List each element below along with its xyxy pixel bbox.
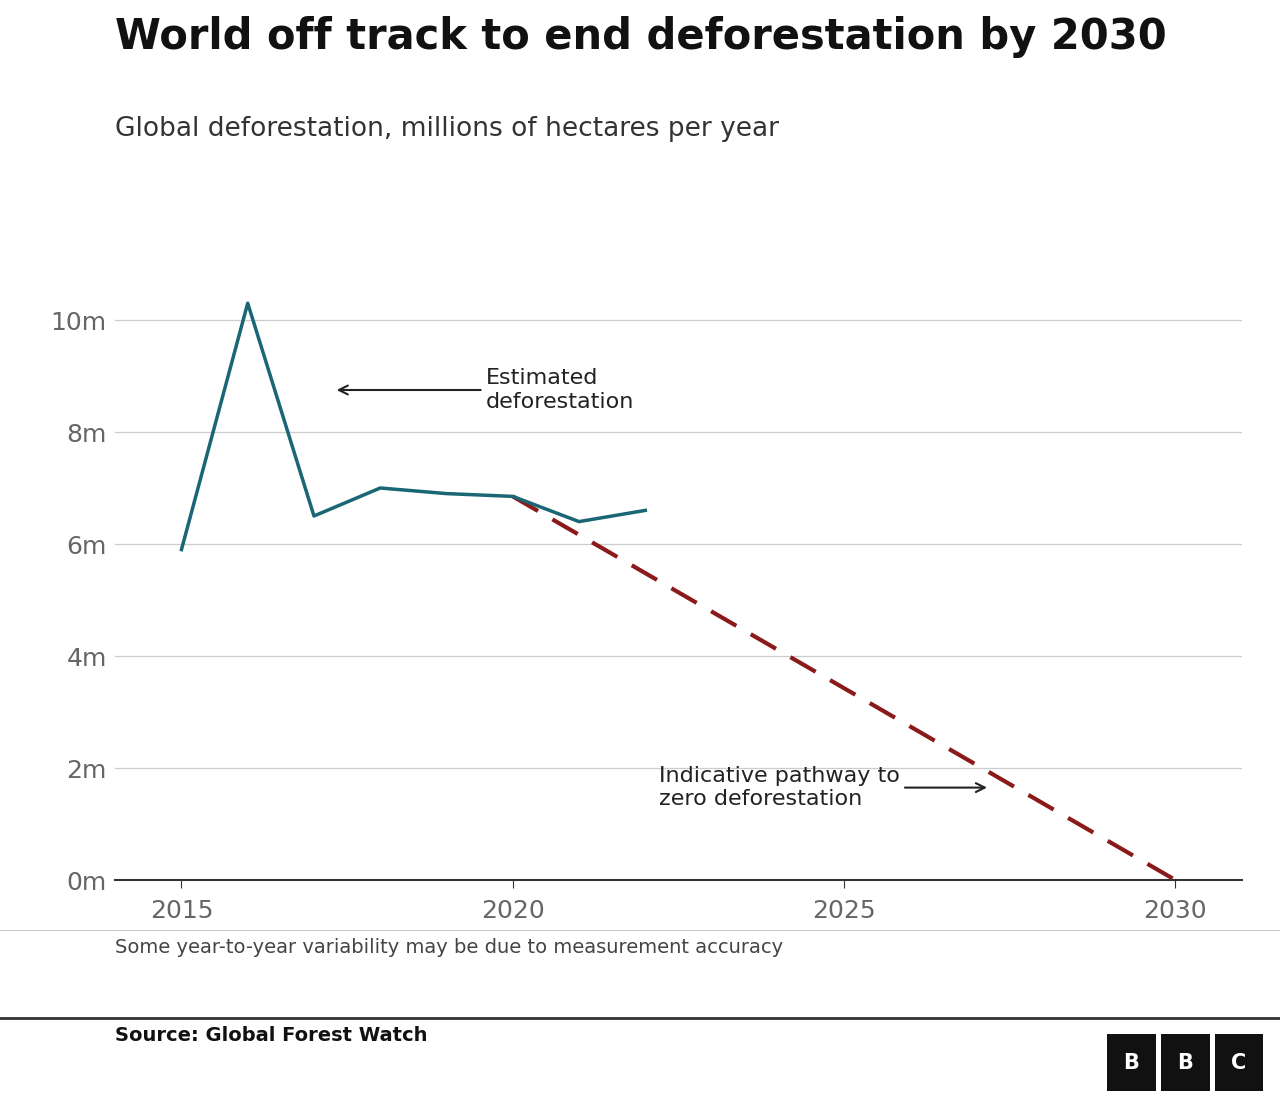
- Text: World off track to end deforestation by 2030: World off track to end deforestation by …: [115, 16, 1167, 58]
- Text: B: B: [1124, 1053, 1139, 1072]
- Text: Source: Global Forest Watch: Source: Global Forest Watch: [115, 1026, 428, 1045]
- Text: B: B: [1178, 1053, 1193, 1072]
- Text: Some year-to-year variability may be due to measurement accuracy: Some year-to-year variability may be due…: [115, 938, 783, 957]
- Text: Global deforestation, millions of hectares per year: Global deforestation, millions of hectar…: [115, 116, 780, 142]
- Text: Indicative pathway to
zero deforestation: Indicative pathway to zero deforestation: [658, 766, 984, 810]
- Text: C: C: [1231, 1053, 1247, 1072]
- Text: Estimated
deforestation: Estimated deforestation: [339, 368, 635, 411]
